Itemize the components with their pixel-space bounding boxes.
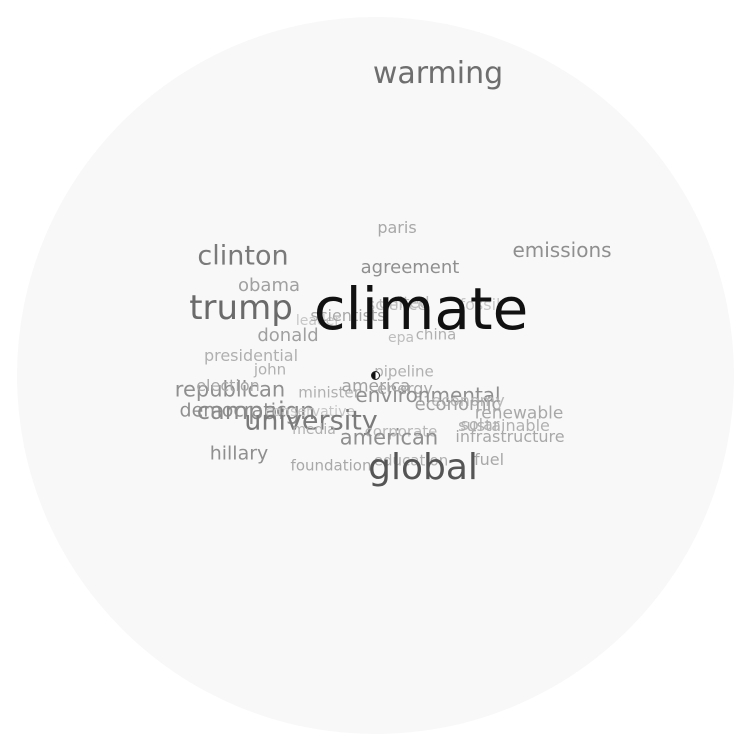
word-paris[interactable]: paris: [377, 218, 417, 237]
word-science[interactable]: science: [366, 295, 428, 314]
word-hillary[interactable]: hillary: [209, 442, 269, 465]
word-solar[interactable]: solar: [460, 415, 500, 434]
word-education[interactable]: education: [373, 451, 449, 470]
word-corporate[interactable]: corporate: [364, 422, 438, 441]
word-election[interactable]: election: [196, 376, 260, 395]
word-warming[interactable]: warming: [372, 56, 504, 91]
word-emissions[interactable]: emissions: [512, 238, 612, 262]
word-conservative[interactable]: conservative: [265, 404, 355, 420]
word-america[interactable]: america: [341, 376, 411, 397]
word-clinton[interactable]: clinton: [197, 240, 289, 272]
word-media[interactable]: media: [292, 422, 336, 438]
word-china[interactable]: china: [415, 325, 457, 344]
word-foundation[interactable]: foundation: [290, 456, 372, 475]
word-university[interactable]: university: [244, 405, 378, 437]
word-epa[interactable]: epa: [387, 330, 415, 346]
word-united[interactable]: united: [378, 293, 430, 312]
word-fuel[interactable]: fuel: [473, 450, 505, 469]
word-agreement[interactable]: agreement: [360, 257, 460, 278]
word-republican[interactable]: republican: [174, 377, 286, 402]
word-infrastructure[interactable]: infrastructure: [455, 427, 565, 446]
word-presidential[interactable]: presidential: [203, 346, 299, 365]
word-pipeline[interactable]: pipeline: [374, 362, 434, 381]
word-economy[interactable]: economy: [431, 391, 505, 410]
word-leader[interactable]: leader: [295, 313, 341, 329]
word-campaign[interactable]: campaign: [196, 397, 316, 425]
word-democratic[interactable]: democratic: [179, 399, 287, 422]
word-fossil[interactable]: fossil: [459, 295, 501, 314]
center-marker-icon: [371, 371, 380, 380]
word-donald[interactable]: donald: [257, 325, 319, 346]
word-global[interactable]: global: [368, 447, 478, 488]
word-economic[interactable]: economic: [414, 394, 502, 415]
word-american[interactable]: american: [339, 425, 439, 450]
word-environmental[interactable]: environmental: [355, 383, 501, 407]
word-trump[interactable]: trump: [189, 288, 293, 328]
word-scientists[interactable]: scientists: [310, 306, 386, 325]
word-john[interactable]: john: [253, 360, 287, 379]
word-obama[interactable]: obama: [237, 275, 301, 296]
word-renewable[interactable]: renewable: [474, 403, 564, 424]
word-climate[interactable]: climate: [313, 275, 529, 343]
word-energy[interactable]: energy: [377, 379, 433, 398]
word-sustainable[interactable]: sustainable: [458, 416, 550, 435]
word-minister[interactable]: minister: [298, 383, 360, 402]
